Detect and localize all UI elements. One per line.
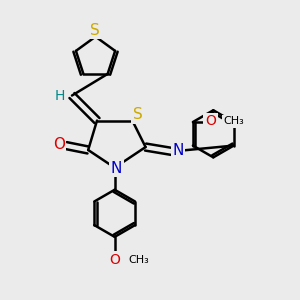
Text: N: N xyxy=(110,161,122,176)
Text: N: N xyxy=(172,143,184,158)
Text: S: S xyxy=(90,23,100,38)
Text: O: O xyxy=(205,114,216,128)
Text: CH₃: CH₃ xyxy=(128,254,149,265)
Text: CH₃: CH₃ xyxy=(224,116,244,126)
Text: O: O xyxy=(109,253,120,266)
Text: H: H xyxy=(54,88,65,103)
Text: O: O xyxy=(53,136,65,152)
Text: S: S xyxy=(133,107,142,122)
